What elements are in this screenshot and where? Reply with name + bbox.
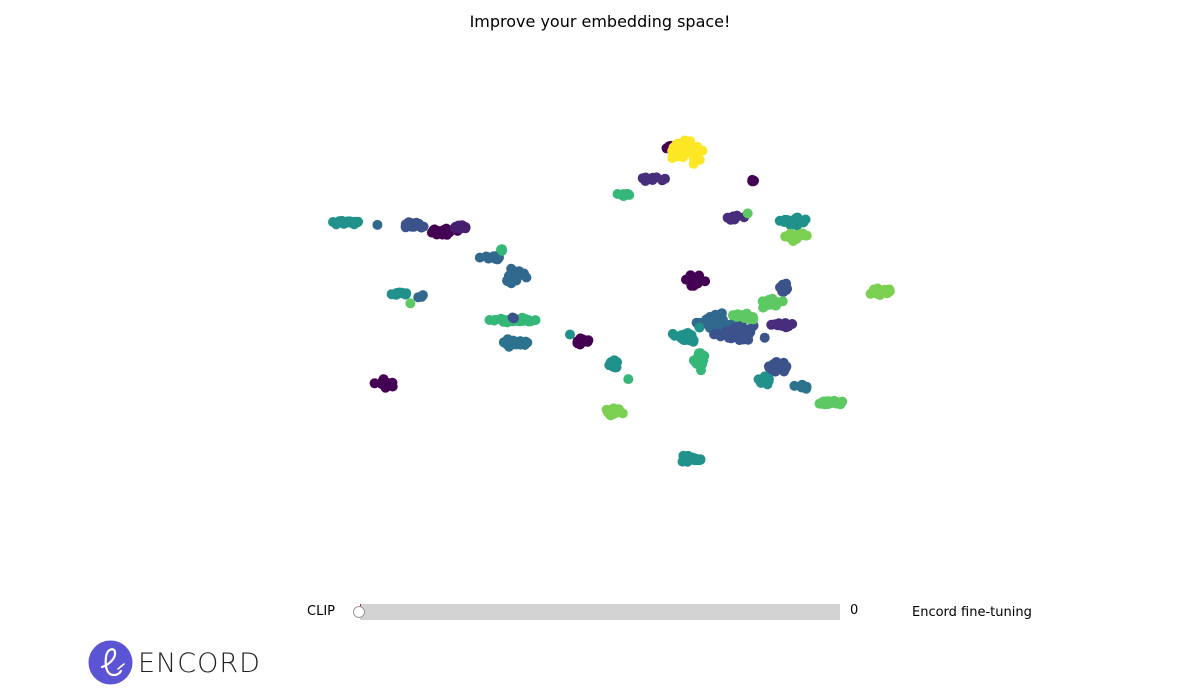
scatter-point	[820, 399, 830, 410]
scatter-point	[726, 213, 736, 224]
scatter-point	[418, 221, 429, 232]
scatter-point	[764, 299, 775, 310]
scatter-point	[668, 142, 679, 153]
scatter-point	[651, 172, 662, 183]
scatter-point	[797, 228, 808, 239]
scatter-point	[449, 222, 460, 233]
scatter-point	[431, 229, 442, 240]
slider-track[interactable]	[360, 604, 840, 620]
scatter-point	[607, 356, 618, 367]
scatter-point	[369, 378, 380, 389]
scatter-point	[779, 217, 790, 227]
scatter-point	[405, 298, 416, 309]
encord-logo-icon	[88, 640, 133, 685]
scatter-point	[771, 359, 782, 370]
scatter-point	[742, 208, 753, 219]
scatter-plot	[328, 135, 895, 467]
slider-start-marker	[360, 604, 361, 607]
scatter-point	[618, 191, 629, 201]
scatter-point	[732, 309, 743, 320]
scatter-point	[777, 320, 787, 331]
scatter-point	[474, 252, 485, 263]
scatter-point	[792, 212, 803, 223]
scatter-point	[511, 336, 522, 347]
scatter-point	[689, 142, 700, 153]
scatter-point	[678, 144, 689, 155]
scatter-point	[729, 326, 740, 337]
scatter-point	[868, 284, 879, 295]
scatter-point	[378, 377, 389, 388]
scatter-point	[487, 252, 498, 263]
scatter-point	[372, 219, 383, 230]
model-slider[interactable]: CLIP 0 Encord fine-tuning	[300, 598, 1060, 626]
slider-right-label: Encord fine-tuning	[912, 605, 1032, 620]
scatter-point	[801, 381, 812, 392]
scatter-point	[747, 312, 758, 322]
encord-wordmark: ENCORD	[138, 648, 261, 679]
scatter-point	[759, 332, 770, 343]
scatter-point	[686, 452, 697, 463]
scatter-point	[686, 280, 697, 291]
slider-left-label: CLIP	[307, 604, 335, 619]
scatter-point	[496, 244, 506, 255]
scatter-point	[334, 216, 345, 227]
scatter-point	[413, 292, 424, 303]
scatter-point	[696, 365, 706, 376]
scatter-point	[694, 348, 704, 359]
scatter-point	[606, 404, 617, 415]
scatter-point	[519, 339, 530, 350]
scatter-point	[837, 396, 848, 407]
scatter-point	[458, 222, 469, 233]
scatter-point	[686, 271, 697, 282]
scatter-point	[565, 329, 575, 340]
scatter-point	[348, 217, 359, 228]
scatter-point	[660, 173, 670, 184]
scatter-point	[499, 337, 509, 348]
scatter-point	[489, 315, 500, 326]
slider-thumb[interactable]	[353, 606, 365, 618]
scatter-point	[689, 154, 700, 165]
scatter-point	[507, 312, 518, 323]
scatter-point	[583, 335, 594, 346]
scatter-point	[498, 316, 509, 327]
chart-title: Improve your embedding space!	[469, 12, 731, 31]
scatter-point	[715, 331, 726, 342]
scatter-point	[640, 176, 651, 186]
scatter-point	[525, 316, 536, 327]
scatter-point	[682, 328, 693, 338]
scatter-point	[766, 319, 777, 330]
slider-value: 0	[850, 603, 859, 618]
scatter-point	[507, 272, 518, 282]
scatter-point	[405, 221, 416, 232]
scatter-point	[439, 224, 450, 235]
scatter-point	[763, 376, 774, 387]
scatter-point	[694, 270, 705, 281]
encord-logo: ENCORD	[88, 640, 288, 688]
scatter-point	[694, 322, 705, 333]
scatter-point	[401, 288, 412, 299]
scatter-point	[747, 176, 758, 187]
scatter-point	[763, 361, 774, 372]
scatter-point	[736, 333, 746, 344]
scatter-point	[623, 374, 634, 385]
scatter-point	[754, 375, 765, 385]
scatter-point	[778, 283, 789, 294]
